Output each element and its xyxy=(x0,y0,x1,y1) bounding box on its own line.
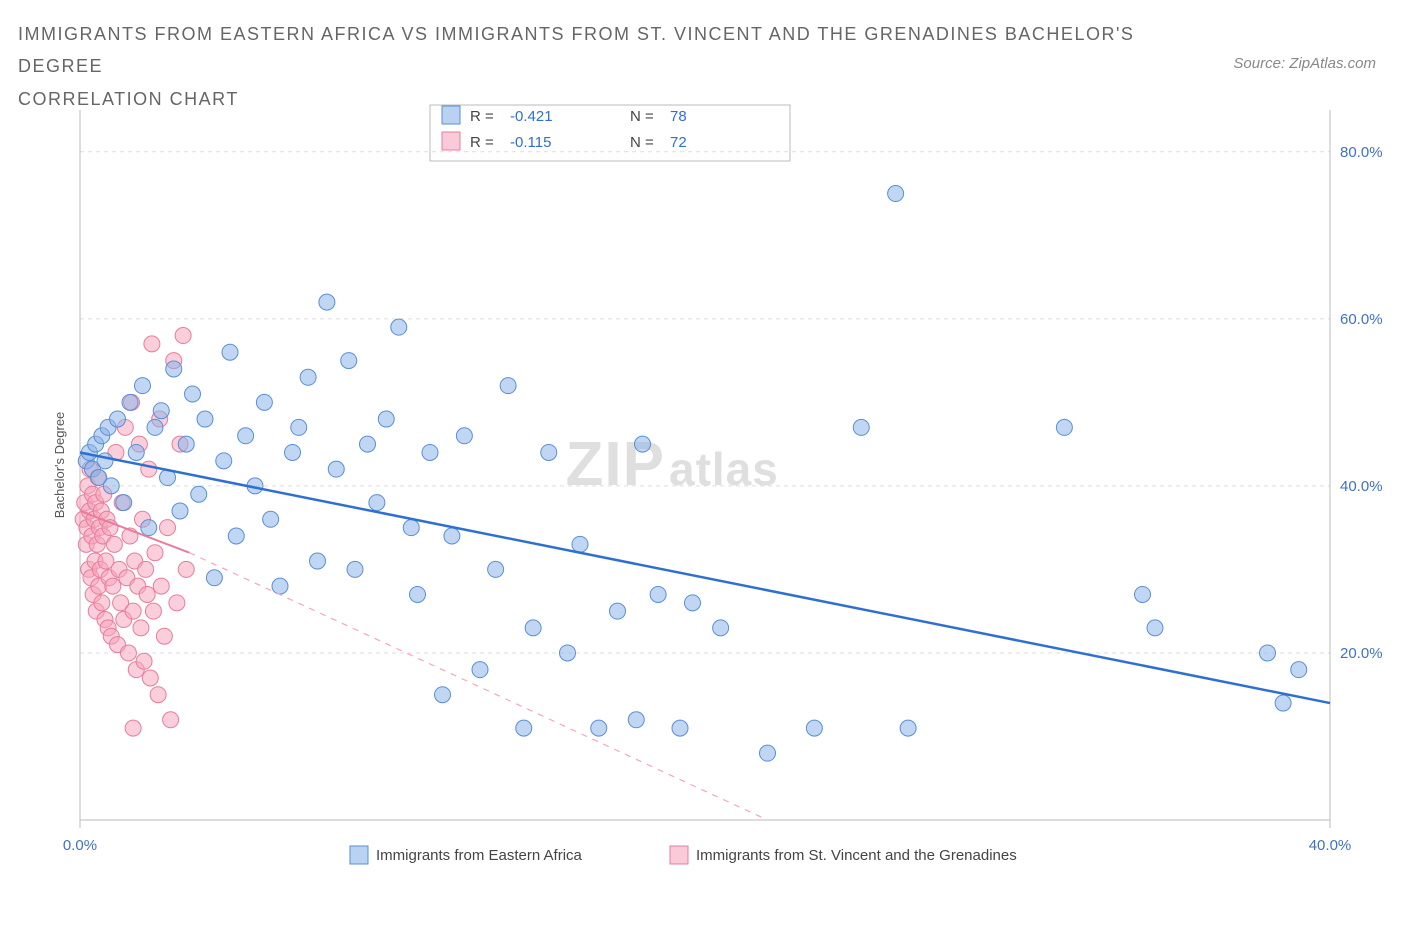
y-tick-label: 40.0% xyxy=(1340,478,1383,495)
svg-text:78: 78 xyxy=(670,108,687,125)
y-axis-label: Bachelor's Degree xyxy=(52,412,67,519)
svg-text:R =: R = xyxy=(470,108,494,125)
watermark: ZIPatlas xyxy=(566,430,779,499)
y-tick-label: 60.0% xyxy=(1340,311,1383,328)
svg-text:R =: R = xyxy=(470,134,494,151)
svg-text:Immigrants from St. Vincent an: Immigrants from St. Vincent and the Gren… xyxy=(696,847,1017,864)
svg-text:N =: N = xyxy=(630,108,654,125)
source-attribution: Source: ZipAtlas.com xyxy=(1233,55,1376,72)
x-tick-label: 40.0% xyxy=(1309,837,1352,854)
stat-box: R = -0.421 N = 78 R = -0.115 N = 72 xyxy=(430,105,790,161)
svg-text:72: 72 xyxy=(670,134,687,151)
svg-text:-0.115: -0.115 xyxy=(510,134,551,151)
scatter-chart: ZIPatlas Bachelor's Degree 20.0% 40.0% 60.0%… xyxy=(50,100,1390,880)
y-tick-label: 20.0% xyxy=(1340,645,1383,662)
svg-text:N =: N = xyxy=(630,134,654,151)
svg-text:Immigrants from Eastern Africa: Immigrants from Eastern Africa xyxy=(376,847,583,864)
x-tick-label: 0.0% xyxy=(63,837,97,854)
y-tick-label: 80.0% xyxy=(1340,144,1383,161)
svg-text:-0.421: -0.421 xyxy=(510,108,553,125)
svg-text:atlas: atlas xyxy=(669,443,779,495)
legend: Immigrants from Eastern Africa Immigrants… xyxy=(350,846,1017,864)
